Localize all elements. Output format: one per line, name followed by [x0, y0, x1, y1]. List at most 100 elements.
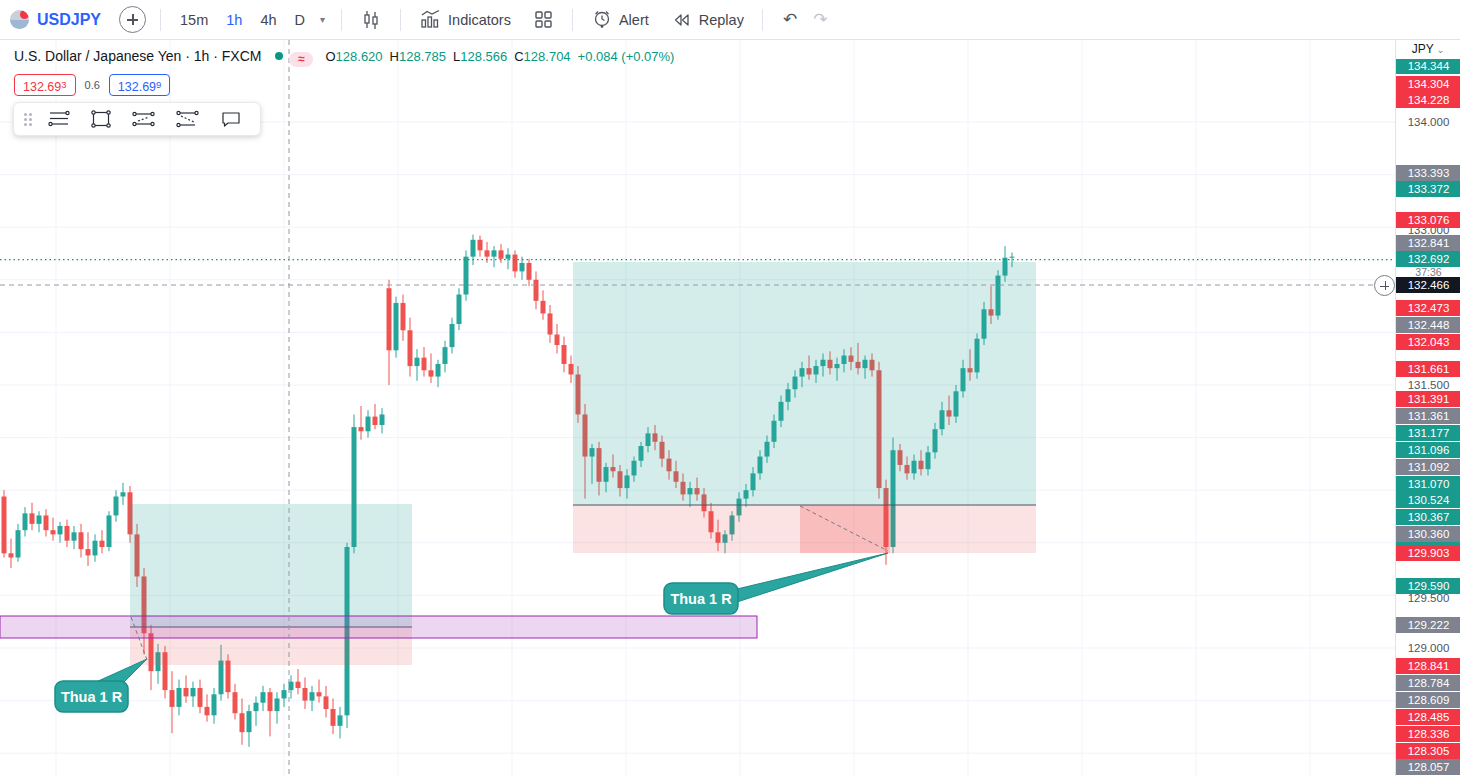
interval-4h[interactable]: 4h [260, 12, 276, 28]
chart-area[interactable]: Thua 1 RThua 1 R [0, 40, 1395, 776]
candle [191, 688, 196, 696]
price-alert-badge[interactable]: 133.372 [1396, 181, 1460, 197]
callout-text: Thua 1 R [61, 689, 123, 705]
price-alert-badge[interactable]: 128.057 [1396, 759, 1460, 775]
candle [303, 688, 308, 701]
price-alert-badge[interactable]: 128.784 [1396, 675, 1460, 691]
candle [212, 694, 217, 715]
price-alert-badge[interactable]: 131.092 [1396, 459, 1460, 475]
interval-1d[interactable]: D [295, 12, 305, 28]
price-alert-badge[interactable]: 128.305 [1396, 743, 1460, 759]
price-alert-badge[interactable]: 133.076 [1396, 212, 1460, 228]
price-alert-badge[interactable]: 129.222 [1396, 617, 1460, 633]
price-alert-badge[interactable]: 134.344 [1396, 58, 1460, 74]
symbol-name[interactable]: USDJPY [37, 11, 101, 29]
price-alert-badge[interactable]: 131.070 [1396, 476, 1460, 492]
layout-grid-icon[interactable] [533, 9, 554, 30]
spread-value: 0.6 [85, 79, 100, 91]
toolbar-separator [160, 9, 161, 31]
price-alert-badge[interactable]: 128.485 [1396, 709, 1460, 725]
flat-top-bottom-tool-icon[interactable] [131, 108, 157, 130]
approx-price-icon[interactable]: ≈ [289, 52, 313, 67]
candle [422, 358, 427, 371]
candle [205, 707, 210, 715]
price-alert-badge[interactable]: 134.304 [1396, 76, 1460, 92]
price-alert-badge[interactable]: 130.367 [1396, 509, 1460, 525]
interval-dropdown-icon[interactable]: ▾ [320, 14, 325, 25]
price-alert-badge[interactable]: 131.177 [1396, 425, 1460, 441]
candle [450, 324, 455, 347]
purple-price-band[interactable] [0, 616, 757, 638]
candle [548, 313, 553, 334]
candle [93, 541, 98, 556]
price-alert-badge[interactable]: 129.903 [1396, 545, 1460, 561]
candle [359, 427, 364, 431]
candle [324, 696, 329, 709]
undo-button[interactable]: ↶ [783, 9, 797, 30]
mid-demand-zone-teal[interactable] [573, 262, 1036, 505]
candle [58, 526, 63, 534]
candle [562, 345, 567, 364]
candle [513, 255, 518, 272]
candle [527, 263, 532, 280]
price-alert-badge[interactable]: 128.336 [1396, 726, 1460, 742]
alert-label: Alert [619, 12, 649, 28]
price-alert-badge[interactable]: 132.692 [1396, 251, 1460, 267]
indicators-button[interactable]: Indicators [419, 8, 511, 31]
candle [9, 553, 14, 557]
alert-button[interactable]: Alert [591, 9, 649, 31]
price-alert-badge[interactable]: 130.360 [1396, 526, 1460, 542]
price-alert-badge[interactable]: 133.393 [1396, 165, 1460, 181]
buy-price-button[interactable]: 132.699 [109, 74, 171, 96]
price-alert-badge[interactable]: 129.590 [1396, 578, 1460, 594]
interval-15m[interactable]: 15m [180, 12, 208, 28]
interval-1h[interactable]: 1h [226, 12, 242, 28]
candle [408, 330, 413, 366]
left-demand-zone-teal[interactable] [130, 504, 412, 627]
price-alert-badge[interactable]: 132.448 [1396, 317, 1460, 333]
candle [268, 692, 273, 711]
disjoint-channel-tool-icon[interactable] [175, 108, 201, 130]
sell-price-button[interactable]: 132.693 [14, 74, 76, 96]
candle [373, 417, 378, 425]
price-alert-badge[interactable]: 131.361 [1396, 408, 1460, 424]
price-scale[interactable]: JPY ⌄ 134.344134.304134.228134.000133.39… [1395, 40, 1460, 776]
drag-handle-icon[interactable] [24, 113, 32, 126]
drawing-toolbar[interactable] [13, 102, 261, 136]
candle [65, 526, 70, 541]
candle [499, 250, 504, 258]
comment-tool-icon[interactable] [219, 108, 243, 130]
candle [296, 682, 301, 688]
price-alert-badge[interactable]: 132.043 [1396, 334, 1460, 350]
rectangle-tool-icon[interactable] [89, 108, 113, 130]
crosshair-price-badge[interactable]: 132.466 [1396, 277, 1460, 293]
price-alert-badge[interactable]: 132.473 [1396, 300, 1460, 316]
price-alert-badge[interactable]: 130.524 [1396, 492, 1460, 508]
price-alert-badge[interactable]: 131.096 [1396, 442, 1460, 458]
parallel-lines-tool-icon[interactable] [47, 108, 71, 130]
price-alert-badge[interactable]: 131.391 [1396, 391, 1460, 407]
candle [380, 414, 385, 425]
indicators-label: Indicators [448, 12, 511, 28]
candle [107, 515, 112, 547]
price-alert-badge[interactable]: 131.661 [1396, 361, 1460, 377]
candle [534, 280, 539, 301]
price-alert-badge[interactable]: 128.841 [1396, 658, 1460, 674]
price-alert-badge[interactable]: 132.841 [1396, 235, 1460, 251]
symbol-title[interactable]: U.S. Dollar / Japanese Yen · 1h · FXCM [14, 48, 261, 64]
candle [114, 497, 119, 516]
toolbar-separator [341, 9, 342, 31]
crosshair-plus-button[interactable] [1374, 275, 1395, 296]
candle [464, 257, 469, 295]
chart-type-icon[interactable] [360, 9, 382, 31]
price-alert-badge[interactable]: 134.228 [1396, 92, 1460, 108]
replay-button[interactable]: Replay [671, 9, 744, 31]
candle [569, 364, 574, 375]
price-scale-currency[interactable]: JPY ⌄ [1396, 42, 1460, 59]
redo-button[interactable]: ↷ [813, 9, 827, 30]
compare-add-icon[interactable] [119, 6, 146, 33]
price-alert-badge[interactable]: 128.609 [1396, 692, 1460, 708]
candlestick-chart[interactable]: Thua 1 RThua 1 R [0, 40, 1395, 776]
toolbar-separator [762, 9, 763, 31]
candle [170, 690, 175, 707]
